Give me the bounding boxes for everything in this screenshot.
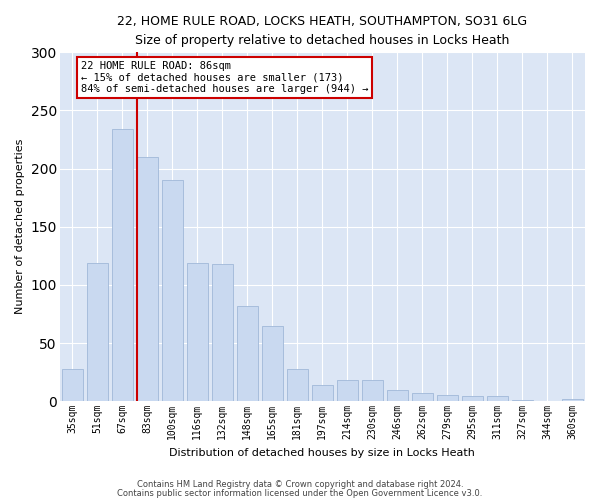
Bar <box>262 326 283 401</box>
Text: Contains public sector information licensed under the Open Government Licence v3: Contains public sector information licen… <box>118 489 482 498</box>
Bar <box>512 400 533 401</box>
Bar <box>236 306 258 401</box>
Bar <box>112 129 133 401</box>
Bar <box>337 380 358 401</box>
Bar <box>362 380 383 401</box>
Bar <box>462 396 483 401</box>
Bar <box>187 263 208 401</box>
X-axis label: Distribution of detached houses by size in Locks Heath: Distribution of detached houses by size … <box>169 448 475 458</box>
Title: 22, HOME RULE ROAD, LOCKS HEATH, SOUTHAMPTON, SO31 6LG
Size of property relative: 22, HOME RULE ROAD, LOCKS HEATH, SOUTHAM… <box>117 15 527 47</box>
Bar <box>137 157 158 401</box>
Bar <box>212 264 233 401</box>
Bar <box>487 396 508 401</box>
Bar <box>562 399 583 401</box>
Bar <box>387 390 408 401</box>
Bar <box>161 180 183 401</box>
Bar <box>412 393 433 401</box>
Text: 22 HOME RULE ROAD: 86sqm
← 15% of detached houses are smaller (173)
84% of semi-: 22 HOME RULE ROAD: 86sqm ← 15% of detach… <box>81 61 368 94</box>
Bar <box>86 263 108 401</box>
Text: Contains HM Land Registry data © Crown copyright and database right 2024.: Contains HM Land Registry data © Crown c… <box>137 480 463 489</box>
Bar <box>62 368 83 401</box>
Bar <box>287 368 308 401</box>
Bar <box>312 385 333 401</box>
Bar <box>437 396 458 401</box>
Y-axis label: Number of detached properties: Number of detached properties <box>15 139 25 314</box>
